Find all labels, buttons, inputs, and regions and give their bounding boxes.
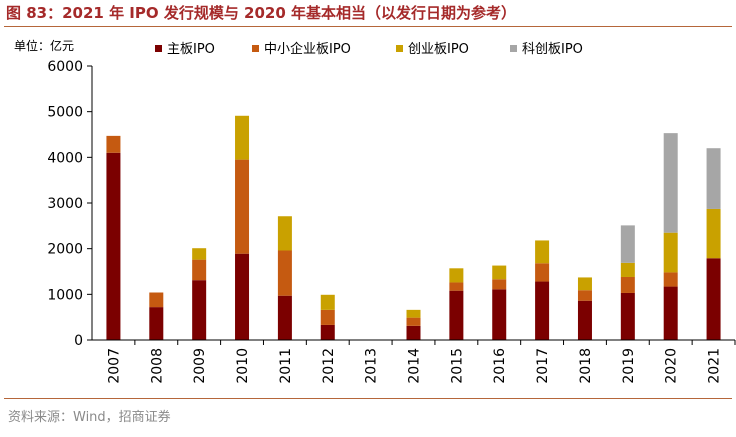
legend-swatch — [155, 45, 162, 52]
bar-segment — [449, 282, 464, 291]
legend-swatch — [510, 45, 517, 52]
bar-segment — [577, 290, 592, 301]
bar-segment — [235, 253, 250, 340]
legend-swatch — [252, 45, 259, 52]
x-tick-label: 2018 — [578, 348, 594, 384]
x-axis-ticks: 2007 2008 2009 2010 2011 2012 2013 2014 2015 2016… — [106, 340, 736, 384]
bar-segment — [620, 225, 635, 263]
legend-label: 创业板IPO — [408, 42, 469, 57]
x-tick-label: 2017 — [535, 348, 551, 384]
legend: 主板IPO 中小企业板IPO 创业板IPO 科创板IPO — [155, 41, 583, 57]
x-tick-label: 2019 — [621, 348, 637, 384]
y-tick-label: 0 — [74, 333, 83, 349]
bar-segment — [492, 265, 507, 280]
bar-segment — [106, 152, 121, 340]
bar-segment — [663, 133, 678, 233]
x-tick-label: 2016 — [492, 348, 508, 384]
bar-segment — [406, 325, 421, 340]
bar-segment — [149, 307, 164, 340]
bar-segment — [192, 248, 207, 260]
bar-segment — [535, 281, 550, 340]
bar-segment — [706, 208, 721, 259]
bar-segment — [192, 280, 207, 340]
bar-segment — [277, 216, 292, 251]
y-axis-unit-label: 单位：亿元 — [14, 38, 74, 53]
bar-segment — [277, 295, 292, 340]
x-tick-label: 2008 — [149, 348, 165, 384]
source-note: 资料来源：Wind，招商证券 — [8, 410, 171, 425]
bar-segment — [663, 272, 678, 287]
x-tick-label: 2011 — [278, 348, 294, 384]
legend-label: 中小企业板IPO — [264, 41, 351, 57]
x-tick-label: 2013 — [364, 348, 380, 384]
bar-segment — [620, 276, 635, 293]
bar-segment — [663, 286, 678, 340]
bar-segment — [535, 263, 550, 282]
legend-swatch — [396, 45, 403, 52]
bar-segment — [320, 294, 335, 310]
x-tick-label: 2010 — [235, 348, 251, 384]
bar-segment — [620, 292, 635, 340]
x-tick-label: 2020 — [664, 348, 680, 384]
legend-label: 科创板IPO — [522, 42, 583, 57]
bar-segment — [492, 279, 507, 290]
bar-segment — [406, 317, 421, 326]
bar-segment — [449, 268, 464, 283]
footer-rule — [4, 398, 732, 399]
y-tick-label: 3000 — [47, 196, 83, 212]
bar-segment — [577, 300, 592, 340]
x-tick-label: 2021 — [707, 348, 723, 384]
y-tick-label: 5000 — [47, 105, 83, 121]
y-tick-label: 1000 — [47, 287, 83, 303]
bar-segment — [663, 232, 678, 273]
bar-segment — [277, 250, 292, 296]
bars — [106, 115, 721, 340]
bar-segment — [449, 290, 464, 340]
bar-segment — [192, 259, 207, 281]
y-tick-label: 6000 — [47, 59, 83, 75]
figure-title: 图 83：2021 年 IPO 发行规模与 2020 年基本相当（以发行日期为参… — [6, 4, 517, 22]
x-tick-label: 2015 — [449, 348, 465, 384]
bar-segment — [320, 324, 335, 340]
bar-segment — [320, 309, 335, 325]
title-rule — [4, 26, 732, 27]
bar-segment — [235, 115, 250, 160]
x-tick-label: 2012 — [321, 348, 337, 384]
legend-label: 主板IPO — [167, 42, 215, 57]
bar-segment — [492, 289, 507, 340]
bar-segment — [620, 262, 635, 277]
bar-segment — [577, 277, 592, 291]
y-tick-label: 2000 — [47, 242, 83, 258]
bar-segment — [235, 159, 250, 254]
x-tick-label: 2007 — [106, 348, 122, 384]
x-tick-label: 2009 — [192, 348, 208, 384]
bar-segment — [106, 135, 121, 153]
bar-segment — [706, 148, 721, 209]
x-tick-label: 2014 — [407, 348, 423, 384]
bar-segment — [535, 240, 550, 264]
bar-segment — [149, 292, 164, 308]
y-tick-label: 4000 — [47, 150, 83, 166]
bar-segment — [706, 258, 721, 340]
stacked-bar-chart: 单位：亿元 主板IPO 中小企业板IPO 创业板IPO 科创板IPO 0 1000 200… — [14, 38, 736, 384]
bar-segment — [406, 309, 421, 318]
y-axis-ticks: 0 1000 2000 3000 4000 5000 6000 — [47, 59, 92, 349]
